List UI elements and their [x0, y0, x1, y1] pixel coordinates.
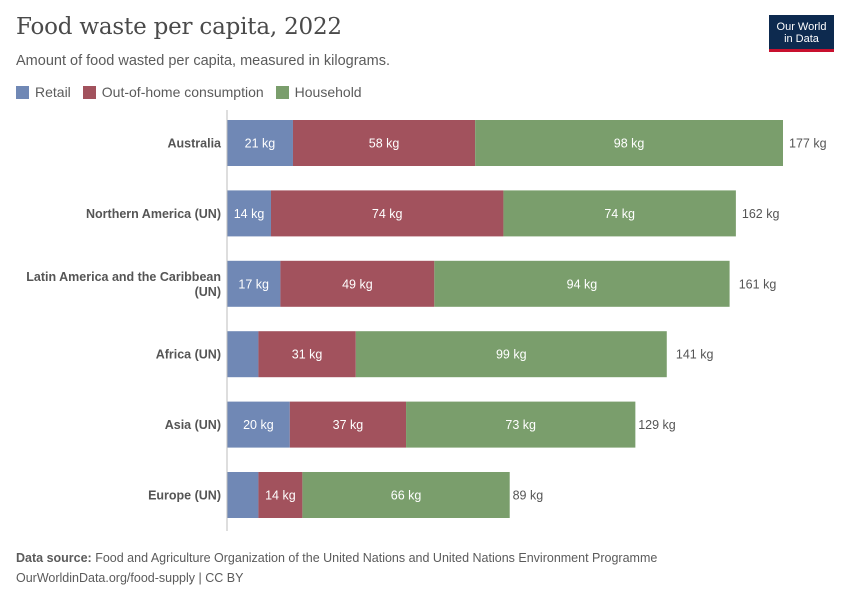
legend-swatch-out-of-home [82, 85, 96, 99]
data-label-household-northern-america-un: 74 kg [604, 207, 635, 221]
bar-household-europe-un [302, 472, 510, 518]
legend-swatch-retail [16, 85, 29, 99]
source-text: Food and Agriculture Organization of the… [95, 551, 658, 565]
bar-out-of-home-consumption-australia [292, 120, 476, 166]
total-label-latin-america-and-the-caribbean-un: 161 kg [739, 277, 777, 291]
chart-subtitle: Amount of food wasted per capita, measur… [16, 53, 390, 69]
bar-retail-europe-un [227, 472, 259, 518]
data-label-retail-northern-america-un: 14 kg [234, 207, 265, 221]
bar-household-australia [475, 120, 783, 166]
chart-footer: Data source: Food and Agriculture Organi… [16, 548, 657, 588]
data-label-out-of-home-consumption-asia-un: 37 kg [333, 418, 364, 432]
legend-label-household: Household [294, 84, 362, 100]
data-label-retail-latin-america-and-the-caribbean-un: 17 kg [238, 277, 269, 291]
bar-out-of-home-consumption-asia-un [289, 401, 407, 448]
total-label-australia: 177 kg [789, 137, 827, 151]
logo-line-1: Our World [776, 21, 827, 33]
source-line: Data source: Food and Agriculture Organi… [16, 548, 657, 568]
data-label-retail-australia: 21 kg [245, 137, 276, 151]
chart-legend: Retail Out-of-home consumption Household [16, 84, 374, 100]
bar-retail-northern-america-un [227, 190, 271, 237]
data-label-household-africa-un: 99 kg [496, 348, 527, 362]
bar-out-of-home-consumption-europe-un [258, 472, 303, 518]
data-label-out-of-home-consumption-africa-un: 31 kg [292, 348, 323, 362]
owid-logo[interactable]: Our World in Data [769, 15, 834, 52]
source-label: Data source: [16, 551, 92, 565]
bar-household-northern-america-un [503, 190, 736, 237]
data-label-household-europe-un: 66 kg [391, 489, 422, 503]
legend-item-retail[interactable]: Retail [16, 84, 71, 100]
category-label-australia: Australia [168, 137, 223, 151]
bar-household-africa-un [355, 331, 667, 378]
bar-household-latin-america-and-the-caribbean-un [434, 260, 730, 307]
category-label-asia-un: Asia (UN) [165, 418, 221, 432]
bar-out-of-home-consumption-northern-america-un [270, 190, 504, 237]
legend-label-retail: Retail [35, 84, 71, 100]
category-label-latin-america-and-the-caribbean-un-line-1: Latin America and the Caribbean [26, 270, 221, 284]
data-label-retail-asia-un: 20 kg [243, 418, 274, 432]
chart-title: Food waste per capita, 2022 [16, 14, 342, 40]
bar-out-of-home-consumption-africa-un [258, 331, 356, 378]
data-label-out-of-home-consumption-europe-un: 14 kg [265, 489, 296, 503]
total-label-northern-america-un: 162 kg [742, 207, 780, 221]
data-label-out-of-home-consumption-latin-america-and-the-caribbean-un: 49 kg [342, 277, 373, 291]
bar-retail-asia-un [227, 401, 290, 448]
data-label-household-asia-un: 73 kg [505, 418, 536, 432]
total-label-asia-un: 129 kg [638, 418, 676, 432]
category-label-latin-america-and-the-caribbean-un-line-2: (UN) [195, 285, 221, 299]
total-label-europe-un: 89 kg [513, 489, 544, 503]
total-label-africa-un: 141 kg [676, 348, 714, 362]
data-label-household-australia: 98 kg [614, 137, 645, 151]
url-line[interactable]: OurWorldinData.org/food-supply | CC BY [16, 571, 244, 585]
data-label-out-of-home-consumption-northern-america-un: 74 kg [372, 207, 403, 221]
category-label-northern-america-un: Northern America (UN) [86, 207, 221, 221]
bar-retail-australia [227, 120, 293, 166]
bar-out-of-home-consumption-latin-america-and-the-caribbean-un [280, 260, 435, 307]
legend-item-out-of-home[interactable]: Out-of-home consumption [82, 84, 264, 100]
legend-item-household[interactable]: Household [275, 84, 362, 100]
bar-household-asia-un [406, 401, 636, 448]
bar-retail-latin-america-and-the-caribbean-un [227, 260, 281, 307]
legend-swatch-household [275, 85, 289, 99]
data-label-out-of-home-consumption-australia: 58 kg [369, 137, 400, 151]
category-label-europe-un: Europe (UN) [148, 489, 221, 503]
chart-plot: Australia 21 kg 58 kg 98 kg 177 kg Northern A… [26, 110, 827, 531]
legend-label-out-of-home: Out-of-home consumption [101, 84, 264, 100]
data-label-household-latin-america-and-the-caribbean-un: 94 kg [567, 277, 598, 291]
bar-retail-africa-un [227, 331, 259, 378]
category-label-africa-un: Africa (UN) [156, 348, 221, 362]
logo-line-2: in Data [784, 33, 819, 45]
